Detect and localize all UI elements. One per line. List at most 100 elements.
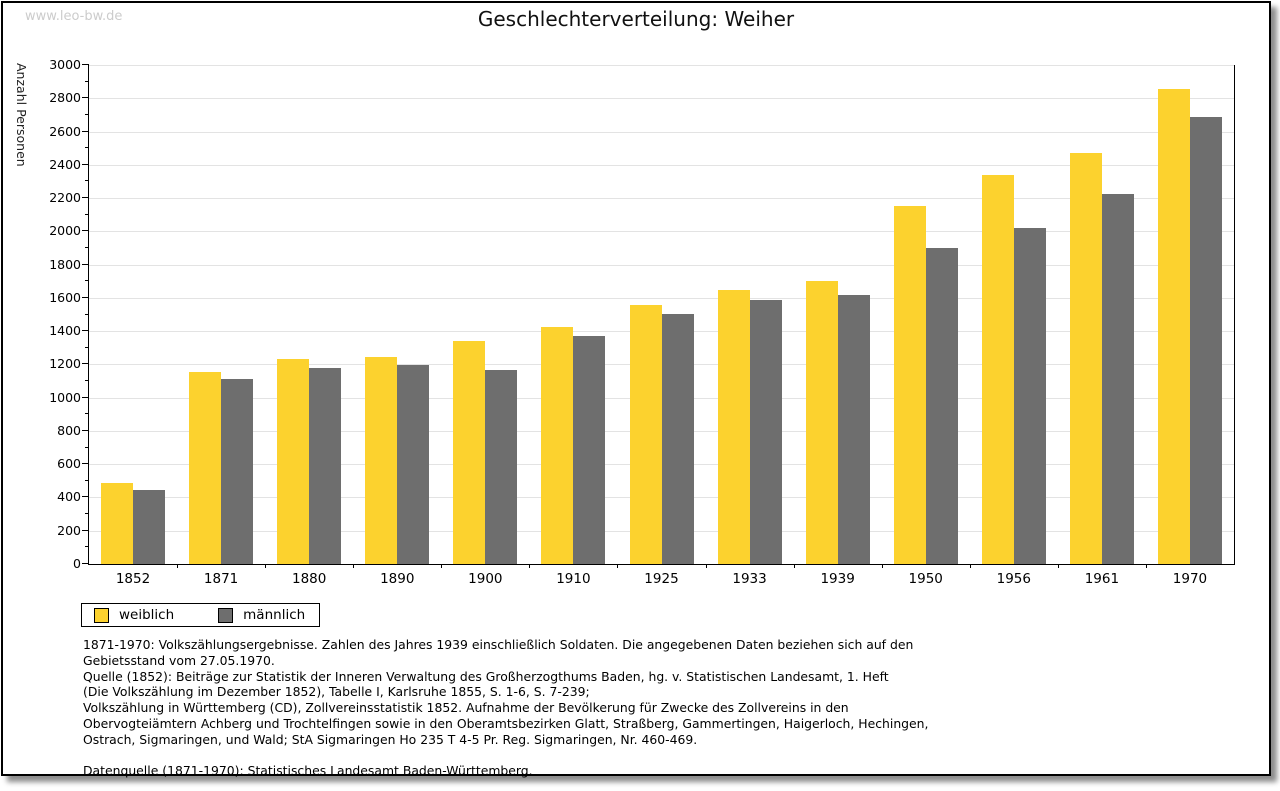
chart-title: Geschlechterverteilung: Weiher bbox=[477, 7, 795, 31]
x-boundary-tick-9 bbox=[881, 564, 883, 568]
bar-männlich-1910 bbox=[573, 336, 606, 564]
y-tick-label-2600: 2600 bbox=[49, 123, 81, 139]
footnote-quelle-1852: Quelle (1852): Beiträge zur Statistik de… bbox=[83, 668, 889, 700]
gridline-3000 bbox=[89, 65, 1234, 66]
bar-weiblich-1880 bbox=[277, 359, 310, 564]
bar-weiblich-1890 bbox=[365, 356, 398, 564]
bar-männlich-1880 bbox=[309, 367, 342, 564]
bar-männlich-1925 bbox=[661, 313, 694, 564]
legend-item-maennlich: männlich bbox=[218, 607, 305, 623]
x-boundary-tick-4 bbox=[441, 564, 443, 568]
y-minor-tick-1300 bbox=[85, 346, 89, 348]
y-major-tick-2200 bbox=[82, 197, 89, 199]
x-tick-label-1900: 1900 bbox=[468, 571, 503, 587]
bar-weiblich-1970 bbox=[1157, 89, 1190, 564]
gridline-1800 bbox=[89, 264, 1234, 266]
bar-weiblich-1900 bbox=[453, 341, 486, 564]
y-tick-label-0: 0 bbox=[73, 556, 81, 571]
y-major-tick-1200 bbox=[82, 363, 89, 365]
bar-männlich-1950 bbox=[925, 247, 958, 564]
y-major-tick-1800 bbox=[82, 263, 89, 265]
y-minor-tick-1100 bbox=[85, 380, 89, 382]
y-major-tick-600 bbox=[82, 463, 89, 465]
x-boundary-tick-11 bbox=[1057, 564, 1059, 568]
y-tick-label-1000: 1000 bbox=[49, 389, 81, 405]
y-major-tick-2600 bbox=[82, 130, 89, 132]
bar-weiblich-1933 bbox=[717, 289, 750, 564]
y-axis-title: Anzahl Personen bbox=[14, 63, 29, 167]
gridline-2600 bbox=[89, 131, 1234, 133]
y-major-tick-1600 bbox=[82, 296, 89, 298]
x-tick-label-1933: 1933 bbox=[732, 571, 767, 587]
y-major-tick-2800 bbox=[82, 97, 89, 99]
x-tick-label-1880: 1880 bbox=[291, 571, 327, 587]
gridline-2000 bbox=[89, 231, 1234, 233]
bar-weiblich-1956 bbox=[981, 174, 1014, 564]
y-minor-tick-100 bbox=[85, 546, 89, 548]
y-tick-label-200: 200 bbox=[57, 522, 81, 538]
x-tick-label-1852: 1852 bbox=[115, 571, 151, 587]
bar-weiblich-1852 bbox=[101, 482, 134, 564]
y-major-tick-200 bbox=[82, 529, 89, 531]
x-tick-label-1961: 1961 bbox=[1084, 571, 1120, 587]
y-minor-tick-2300 bbox=[85, 180, 89, 182]
y-minor-tick-700 bbox=[85, 446, 89, 448]
y-minor-tick-1700 bbox=[85, 280, 89, 282]
y-minor-tick-1900 bbox=[85, 246, 89, 248]
x-boundary-tick-12 bbox=[1145, 564, 1147, 568]
y-minor-tick-300 bbox=[85, 513, 89, 515]
y-tick-label-600: 600 bbox=[57, 456, 81, 472]
gridline-2200 bbox=[89, 198, 1234, 200]
x-boundary-tick-3 bbox=[353, 564, 355, 568]
y-minor-tick-500 bbox=[85, 479, 89, 481]
x-boundary-tick-6 bbox=[617, 564, 619, 568]
legend-label-maennlich: männlich bbox=[243, 607, 306, 623]
y-tick-label-2800: 2800 bbox=[49, 90, 81, 106]
x-tick-label-1956: 1956 bbox=[996, 571, 1031, 587]
y-tick-label-3000: 3000 bbox=[49, 57, 81, 72]
bar-männlich-1939 bbox=[837, 295, 870, 564]
footnote-census: 1871-1970: Volkszählungsergebnisse. Zahl… bbox=[83, 637, 914, 668]
y-minor-tick-2500 bbox=[85, 147, 89, 149]
y-tick-label-800: 800 bbox=[57, 422, 81, 438]
bar-männlich-1956 bbox=[1013, 228, 1046, 564]
y-major-tick-2400 bbox=[82, 163, 89, 165]
y-major-tick-0 bbox=[82, 563, 89, 564]
legend-item-weiblich: weiblich bbox=[94, 607, 174, 623]
legend-swatch-weiblich bbox=[94, 607, 109, 623]
gridline-2400 bbox=[89, 164, 1234, 166]
plot-area: 0 200 400 600 800 1000 1200 1400 1600 1800 2000 220… bbox=[49, 57, 1235, 587]
y-major-tick-400 bbox=[82, 496, 89, 498]
bar-männlich-1871 bbox=[221, 379, 254, 564]
bar-männlich-1961 bbox=[1101, 193, 1134, 564]
legend: weiblich männlich bbox=[81, 603, 321, 627]
bar-männlich-1900 bbox=[485, 370, 518, 564]
y-minor-tick-900 bbox=[85, 413, 89, 415]
bar-weiblich-1939 bbox=[805, 281, 838, 564]
bar-männlich-1970 bbox=[1189, 117, 1222, 564]
footnote-volkszaehlung-wuerttemberg: Volkszählung in Württemberg (CD), Zollve… bbox=[83, 700, 929, 747]
y-major-tick-3000 bbox=[82, 64, 89, 65]
y-major-tick-800 bbox=[82, 429, 89, 431]
footnote-datasource: Datenquelle (1871-1970): Statistisches L… bbox=[83, 763, 533, 779]
gridline-1600 bbox=[89, 297, 1234, 299]
y-tick-label-400: 400 bbox=[57, 489, 81, 505]
y-tick-label-1400: 1400 bbox=[49, 323, 81, 339]
y-major-tick-1400 bbox=[82, 330, 89, 332]
x-boundary-tick-7 bbox=[705, 564, 707, 568]
x-tick-label-1925: 1925 bbox=[644, 571, 679, 587]
y-tick-label-2200: 2200 bbox=[49, 190, 81, 206]
y-minor-tick-2100 bbox=[85, 213, 89, 215]
watermark-leo-bw: www.leo-bw.de bbox=[25, 9, 123, 24]
bar-weiblich-1961 bbox=[1069, 153, 1102, 564]
bar-weiblich-1910 bbox=[541, 326, 574, 564]
x-tick-label-1871: 1871 bbox=[203, 571, 239, 587]
x-boundary-tick-8 bbox=[793, 564, 795, 568]
y-minor-tick-2700 bbox=[85, 113, 89, 115]
x-tick-label-1970: 1970 bbox=[1172, 571, 1208, 587]
y-tick-label-1200: 1200 bbox=[49, 356, 81, 372]
y-tick-label-2000: 2000 bbox=[49, 223, 81, 239]
x-boundary-tick-1 bbox=[177, 564, 179, 568]
y-major-tick-2000 bbox=[82, 230, 89, 232]
x-tick-label-1939: 1939 bbox=[820, 571, 855, 587]
